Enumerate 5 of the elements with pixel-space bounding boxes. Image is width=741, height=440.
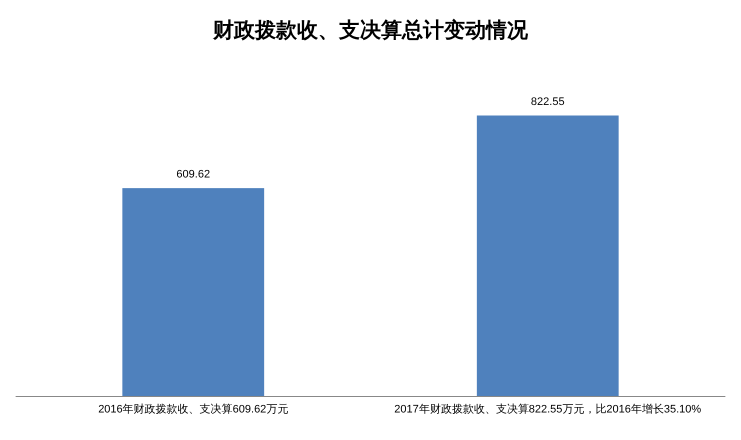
data-label: 609.62 <box>176 168 210 181</box>
data-label: 822.55 <box>530 96 565 108</box>
x-tick-label: 2017年财政拨款收、支决算822.55万元，比2016年增长35.10% <box>394 402 702 416</box>
chart-title: 财政拨款收、支决算总计变动情况 <box>212 17 529 42</box>
x-tick-label: 2016年财政拨款收、支决算609.62万元 <box>98 402 288 416</box>
